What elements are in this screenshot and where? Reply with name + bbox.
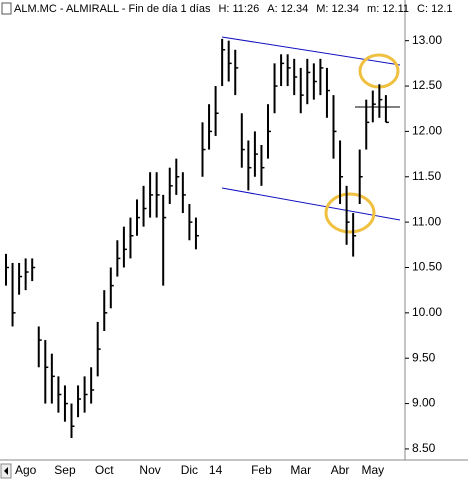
x-tick-label: Ago (15, 463, 37, 477)
x-tick-label: Oct (95, 463, 114, 477)
y-tick-label: 11.00 (412, 214, 441, 228)
trend-line (221, 187, 401, 221)
header-field: M: 12.34 (316, 3, 359, 15)
x-tick-label: Sep (54, 463, 76, 477)
y-tick-label: 10.50 (412, 260, 442, 274)
header: ALM.MC - ALMIRALL - Fin de día 1 días (14, 3, 211, 15)
header-field: H: 11:26 (218, 3, 259, 15)
y-tick-label: 11.50 (412, 169, 441, 183)
highlight-circle (324, 192, 376, 234)
arrow-icon (4, 467, 8, 475)
header-field: m: 12.11 (367, 3, 409, 15)
x-tick-label: Feb (251, 463, 272, 477)
x-tick-label: Abr (331, 463, 350, 477)
icon (1, 2, 12, 15)
x-tick-label: May (361, 463, 384, 477)
x-tick-label: Nov (139, 463, 160, 477)
x-tick-label: Mar (290, 463, 311, 477)
y-tick-label: 13.00 (412, 33, 442, 47)
y-tick-label: 10.00 (412, 305, 442, 319)
header-field: A: 12.34 (267, 3, 308, 15)
header-field: C: 12.1 (417, 3, 452, 15)
chart-title: ALM.MC - ALMIRALL - Fin de día 1 días (14, 3, 211, 15)
trend-line (221, 36, 401, 66)
y-tick-label: 12.00 (412, 124, 442, 138)
x-tick-label: 14 (209, 463, 223, 477)
y-tick-label: 9.00 (412, 396, 436, 410)
x-tick-label: Dic (181, 463, 198, 477)
y-tick-label: 8.50 (412, 441, 436, 455)
y-tick-label: 12.50 (412, 78, 442, 92)
y-tick-label: 9.50 (412, 350, 436, 364)
